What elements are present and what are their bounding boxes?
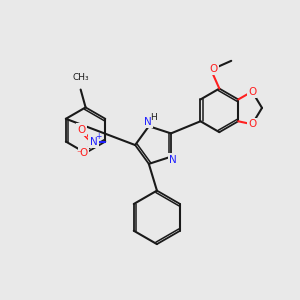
Text: +: + xyxy=(95,132,102,141)
Text: N: N xyxy=(144,117,152,127)
Text: CH₃: CH₃ xyxy=(72,73,89,82)
Text: O: O xyxy=(248,119,256,129)
Text: N: N xyxy=(169,155,177,165)
Text: O: O xyxy=(80,148,88,158)
Text: N: N xyxy=(90,136,97,147)
Text: ⁻: ⁻ xyxy=(76,149,81,159)
Text: O: O xyxy=(77,125,86,135)
Text: O: O xyxy=(248,86,256,97)
Text: H: H xyxy=(150,113,157,122)
Text: O: O xyxy=(209,64,217,74)
